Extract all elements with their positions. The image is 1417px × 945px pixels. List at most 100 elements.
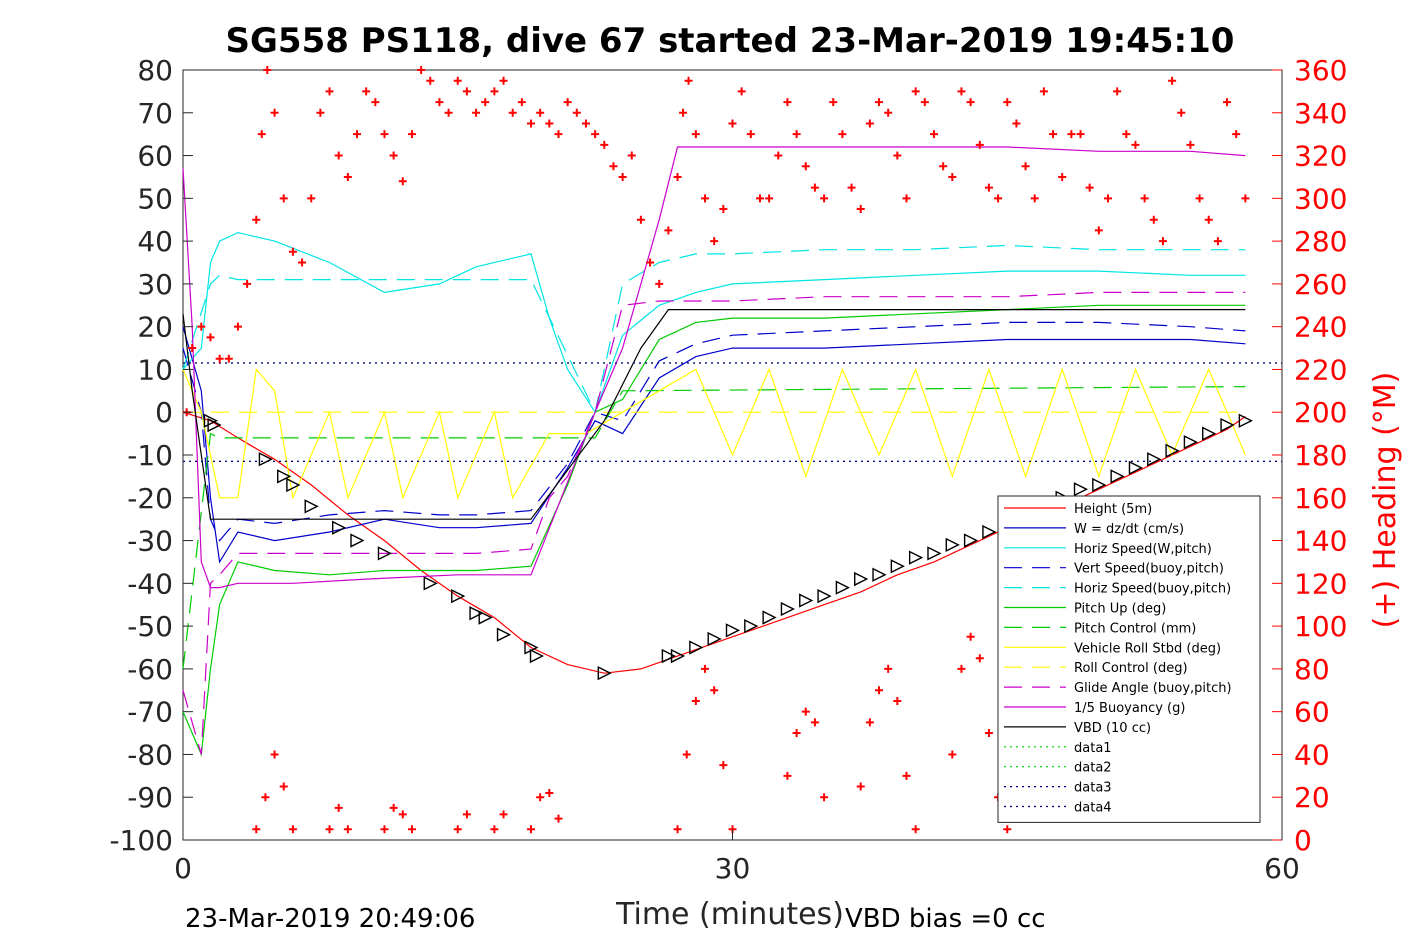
heading-point — [691, 130, 700, 139]
height-marker — [744, 618, 759, 634]
heading-point — [875, 98, 884, 107]
heading-point — [801, 162, 810, 171]
heading-point — [1232, 130, 1241, 139]
heading-point — [288, 247, 297, 256]
height-marker — [890, 559, 905, 574]
left-tick-label: 0 — [155, 396, 173, 429]
heading-point — [444, 108, 453, 117]
height-marker — [1165, 443, 1180, 458]
heading-point — [233, 322, 242, 331]
heading-point — [257, 130, 266, 139]
heading-point — [481, 98, 490, 107]
right-tick-label: 220 — [1294, 353, 1347, 386]
heading-point — [389, 151, 398, 160]
heading-point — [939, 162, 948, 171]
heading-point — [536, 793, 545, 802]
right-tick-label: 180 — [1294, 439, 1347, 472]
heading-point — [865, 718, 874, 727]
legend-entry-label: W = dz/dt (cm/s) — [1074, 522, 1184, 537]
heading-point — [1021, 162, 1030, 171]
height-marker — [478, 610, 493, 625]
heading-point — [627, 151, 636, 160]
heading-point — [453, 76, 462, 85]
height-marker — [908, 550, 924, 565]
heading-point — [472, 108, 481, 117]
legend-entry-label: data2 — [1074, 761, 1112, 776]
heading-point — [884, 108, 893, 117]
series-line-5 — [182, 304, 1246, 757]
heading-point — [984, 183, 993, 192]
heading-point — [1195, 194, 1204, 203]
heading-point — [636, 215, 645, 224]
legend-entry-label: Pitch Up (deg) — [1074, 602, 1166, 617]
heading-point — [536, 108, 545, 117]
heading-point — [1085, 183, 1094, 192]
heading-point — [1223, 98, 1232, 107]
left-tick-label: -70 — [127, 696, 173, 729]
heading-point — [554, 130, 563, 139]
heading-point — [684, 76, 693, 85]
left-tick-label: 80 — [137, 54, 173, 87]
heading-point — [902, 771, 911, 780]
heading-point — [655, 279, 664, 288]
height-marker — [670, 648, 686, 664]
heading-point — [792, 729, 801, 738]
heading-point — [389, 803, 398, 812]
height-marker — [529, 648, 545, 664]
height-marker — [350, 533, 365, 548]
left-tick-label: -100 — [109, 824, 173, 857]
heading-point — [856, 205, 865, 214]
height-marker — [780, 601, 796, 617]
right-tick-label: 20 — [1294, 781, 1330, 814]
height-marker — [661, 648, 676, 664]
height-marker — [304, 499, 319, 514]
legend-entry-label: Glide Angle (buoy,pitch) — [1074, 681, 1232, 696]
heading-point — [407, 825, 416, 834]
heading-point — [957, 664, 966, 673]
heading-point — [765, 194, 774, 203]
legend-entry-label: Horiz Speed(W,pitch) — [1074, 542, 1212, 557]
heading-point — [462, 810, 471, 819]
left-tick-label: -20 — [127, 482, 173, 515]
heading-point — [508, 108, 517, 117]
left-tick-label: -50 — [127, 610, 173, 643]
right-tick-label: 340 — [1294, 97, 1347, 130]
heading-point — [1049, 130, 1058, 139]
right-tick-label: 0 — [1294, 824, 1312, 857]
heading-point — [371, 98, 380, 107]
heading-point — [646, 258, 655, 267]
heading-point — [966, 632, 975, 641]
heading-point — [1122, 130, 1131, 139]
x-tick-label: 30 — [715, 852, 751, 885]
height-marker — [1238, 413, 1253, 428]
heading-point — [847, 183, 856, 192]
right-tick-label: 120 — [1294, 567, 1347, 600]
right-tick-label: 360 — [1294, 54, 1347, 87]
right-tick-label: 260 — [1294, 268, 1347, 301]
heading-point — [252, 215, 261, 224]
heading-point — [1213, 237, 1222, 246]
right-tick-label: 100 — [1294, 610, 1347, 643]
heading-point — [1012, 119, 1021, 128]
heading-point — [920, 98, 929, 107]
x-tick-label: 0 — [174, 852, 192, 885]
left-tick-label: 70 — [137, 97, 173, 130]
height-marker — [1202, 426, 1217, 441]
height-marker — [423, 576, 438, 591]
legend-entry-label: Pitch Control (mm) — [1074, 621, 1196, 636]
heading-point — [902, 194, 911, 203]
heading-point — [188, 344, 197, 353]
height-marker — [945, 537, 960, 552]
right-tick-label: 80 — [1294, 653, 1330, 686]
heading-point — [563, 98, 572, 107]
left-tick-label: 20 — [137, 311, 173, 344]
heading-point — [1204, 215, 1213, 224]
height-marker — [1092, 477, 1107, 493]
heading-point — [783, 98, 792, 107]
legend-entry-label: VBD (10 cc) — [1074, 721, 1151, 736]
heading-point — [206, 333, 215, 342]
series-line-7 — [182, 367, 1246, 500]
height-marker — [1220, 417, 1235, 433]
heading-point — [893, 151, 902, 160]
height-marker — [854, 571, 869, 587]
